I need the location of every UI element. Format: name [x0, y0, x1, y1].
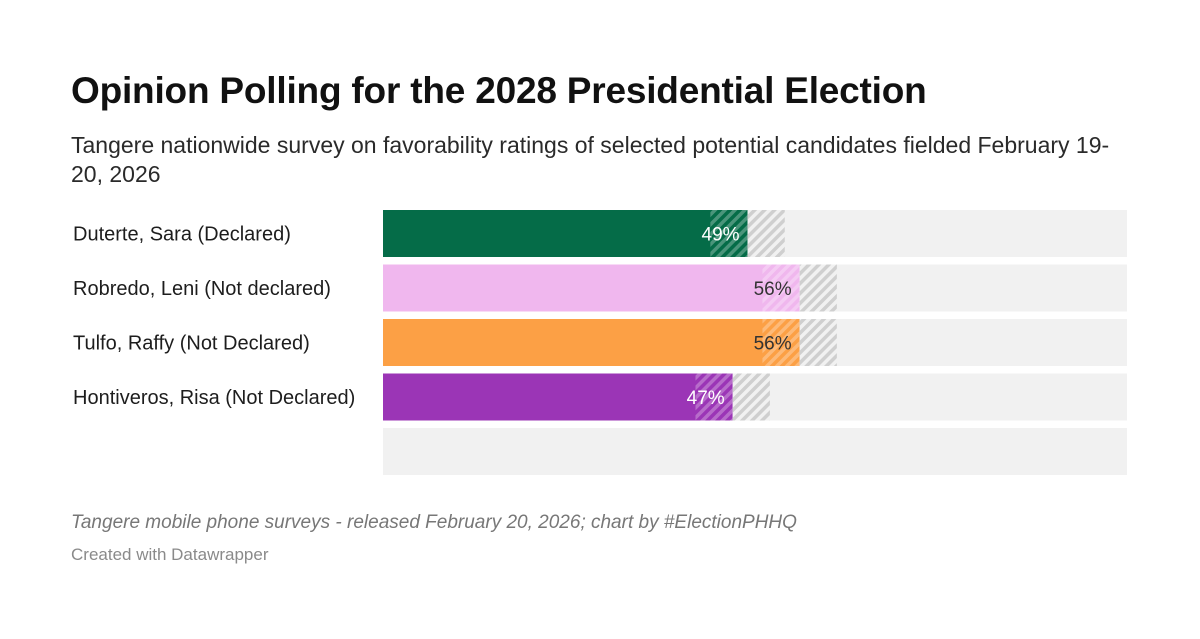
bar [383, 264, 800, 312]
error-margin-outer [747, 210, 785, 257]
chart-title: Opinion Polling for the 2028 Presidentia… [71, 70, 927, 111]
error-margin-inner [762, 319, 800, 366]
error-margin-outer [732, 373, 770, 421]
bar-chart: Duterte, Sara (Declared) 49% Robredo, Leni… [73, 210, 1127, 475]
bar-track [383, 428, 1127, 475]
error-margin-outer [799, 264, 837, 312]
error-margin-inner [762, 264, 800, 312]
value-label: 56% [754, 334, 792, 355]
value-label: 49% [702, 225, 740, 246]
value-label: 47% [687, 388, 725, 409]
error-margin-outer [799, 319, 837, 366]
source-note: Tangere mobile phone surveys - released … [71, 512, 797, 533]
error-margin-inner [710, 210, 748, 257]
credit-line: Created with Datawrapper [71, 545, 269, 564]
category-label: Hontiveros, Risa (Not Declared) [73, 387, 355, 409]
category-label: Robredo, Leni (Not declared) [73, 278, 331, 300]
bar [383, 210, 748, 257]
chart-subtitle: Tangere nationwide survey on favorabilit… [71, 132, 1110, 187]
bar [383, 319, 800, 366]
error-margin-inner [695, 373, 733, 421]
value-label: 56% [754, 279, 792, 300]
category-label: Tulfo, Raffy (Not Declared) [73, 333, 310, 355]
category-label: Duterte, Sara (Declared) [73, 224, 291, 246]
bar [383, 373, 733, 421]
